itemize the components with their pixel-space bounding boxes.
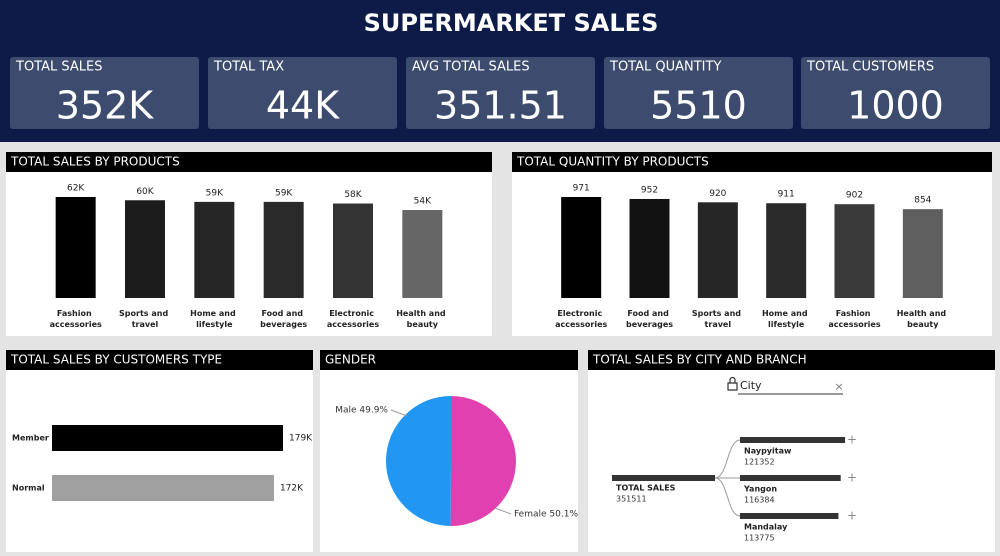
bar (52, 425, 283, 451)
data-label: Female 50.1% (514, 510, 578, 520)
bar (697, 202, 738, 298)
expand-button[interactable]: + (847, 509, 857, 523)
bar (766, 203, 807, 298)
x-tick-label: Food and beverages (260, 309, 307, 329)
leader-line (390, 409, 408, 417)
data-label: 60K (136, 187, 154, 197)
x-tick-label: Food and beverages (626, 309, 673, 329)
tree-label: Yangon (743, 485, 777, 494)
tree-connector (714, 477, 741, 517)
panel-title: TOTAL SALES BY CUSTOMERS TYPE (10, 353, 222, 367)
kpi-value: 352K (56, 84, 155, 128)
bar (333, 203, 373, 298)
tree-bar (740, 437, 845, 443)
data-label: 62K (67, 184, 85, 194)
kpi-label: AVG TOTAL SALES (412, 60, 530, 75)
kpi-value: 5510 (650, 84, 747, 128)
panel-header (320, 350, 578, 370)
x-tick-label: Sports and travel (119, 309, 171, 329)
x-tick-label: Health and beauty (897, 309, 949, 329)
kpi-label: TOTAL SALES (15, 60, 102, 75)
tree-value: 113775 (744, 534, 775, 543)
filter-label: City (740, 379, 762, 392)
x-tick-label: Electronic accessories (327, 309, 379, 329)
x-tick-label: Fashion accessories (828, 309, 880, 329)
tree-value: 121352 (744, 458, 775, 467)
leader-line (494, 507, 512, 515)
kpi-label: TOTAL TAX (213, 60, 284, 75)
x-tick-label: Health and beauty (396, 309, 448, 329)
data-label: 920 (709, 189, 726, 199)
data-label: 54K (414, 197, 432, 207)
panel-title: TOTAL QUANTITY BY PRODUCTS (516, 155, 709, 169)
bar (561, 197, 602, 298)
tree-bar (740, 475, 841, 481)
kpi-label: TOTAL QUANTITY (609, 60, 721, 75)
panel-title: GENDER (325, 353, 376, 367)
panel-header (6, 152, 492, 172)
kpi-card (604, 57, 793, 129)
kpi-value: 351.51 (434, 84, 567, 128)
x-tick-label: Sports and travel (692, 309, 744, 329)
bar (194, 201, 235, 298)
y-tick-label: Member (12, 434, 49, 443)
pie-slice (450, 396, 516, 526)
data-label: Male 49.9% (335, 406, 388, 416)
panel-header (588, 350, 995, 370)
data-label: 179K (289, 434, 313, 444)
panel-header (6, 350, 313, 370)
bar (55, 197, 96, 298)
kpi-label: TOTAL CUSTOMERS (806, 60, 934, 75)
panel-title: TOTAL SALES BY CITY AND BRANCH (592, 353, 807, 367)
bar (52, 475, 274, 501)
x-tick-label: Home and lifestyle (190, 309, 238, 329)
tree-value: 351511 (616, 495, 647, 504)
bar (834, 204, 875, 298)
dashboard-title: SUPERMARKET SALES (364, 9, 659, 37)
kpi-card (10, 57, 199, 129)
data-label: 971 (573, 184, 590, 194)
tree-connector (714, 439, 741, 479)
panel (588, 350, 995, 552)
tree-bar (612, 475, 715, 481)
data-label: 59K (275, 188, 293, 198)
data-label: 952 (641, 185, 658, 195)
kpi-card (208, 57, 397, 129)
data-label: 911 (778, 190, 795, 200)
tree-bar (740, 513, 839, 519)
bar (125, 200, 165, 298)
data-label: 58K (344, 190, 362, 200)
kpi-value: 44K (266, 84, 340, 128)
panel-title: TOTAL SALES BY PRODUCTS (10, 155, 180, 169)
data-label: 59K (206, 188, 224, 198)
x-tick-label: Home and lifestyle (762, 309, 810, 329)
bar (263, 201, 304, 298)
bar (402, 210, 443, 298)
lock-icon (727, 376, 738, 391)
kpi-card (801, 57, 990, 129)
kpi-value: 1000 (847, 84, 944, 128)
data-label: 172K (280, 484, 304, 494)
bar (902, 209, 943, 298)
panel-header (512, 152, 992, 172)
tree-label: Naypyitaw (744, 447, 792, 456)
tree-label: Mandalay (744, 523, 788, 532)
tree-label: TOTAL SALES (616, 484, 676, 493)
tree-value: 116384 (744, 496, 775, 505)
filter-clear: × (834, 380, 843, 393)
y-tick-label: Normal (12, 484, 45, 493)
expand-button[interactable]: + (847, 433, 857, 447)
expand-button[interactable]: + (847, 471, 857, 485)
kpi-card (406, 57, 595, 129)
pie-slice (385, 396, 451, 526)
x-tick-label: Electronic accessories (555, 309, 607, 329)
data-label: 854 (914, 196, 931, 206)
data-label: 902 (846, 191, 863, 201)
bar (629, 198, 670, 298)
x-tick-label: Fashion accessories (50, 309, 102, 329)
